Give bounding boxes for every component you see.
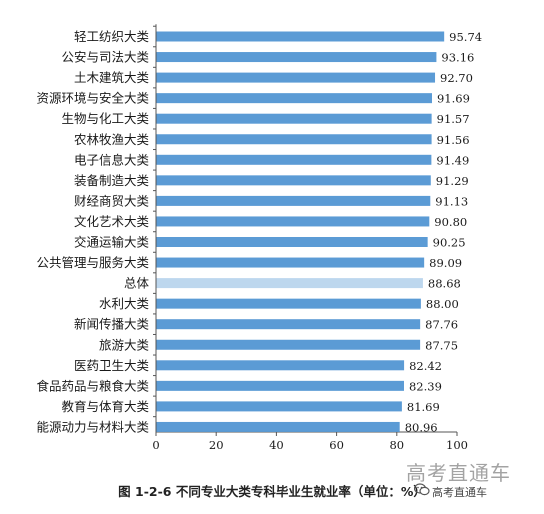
bar-11 — [156, 257, 425, 268]
value-label: 91.49 — [436, 153, 469, 167]
category-label: 农林牧渔大类 — [74, 132, 150, 147]
category-label: 资源环境与安全大类 — [36, 91, 149, 106]
x-tick-label: 40 — [269, 438, 284, 452]
x-tick-label: 20 — [209, 438, 224, 452]
bar-10 — [156, 237, 428, 247]
category-label: 生物与化工大类 — [61, 111, 149, 126]
wechat-icon — [414, 483, 430, 496]
bar-13 — [156, 298, 421, 309]
category-label: 轻工纺织大类 — [74, 29, 150, 44]
bar-9 — [156, 216, 430, 227]
watermark-subtext: 高考直通车 — [432, 486, 487, 499]
category-label: 总体 — [124, 276, 150, 291]
bar-17 — [156, 380, 404, 391]
bar-14 — [156, 319, 421, 330]
category-label: 教育与体育大类 — [61, 399, 149, 414]
value-label: 87.75 — [425, 338, 458, 352]
bar-3 — [156, 93, 432, 104]
bar-1 — [156, 52, 437, 63]
chart-caption: 图 1-2-6 不同专业大类专科毕业生就业率（单位：%） — [118, 484, 426, 499]
category-label: 食品药品与粮食大类 — [36, 378, 149, 393]
bar-4 — [156, 113, 432, 124]
value-label: 90.80 — [434, 215, 467, 229]
category-label: 公共管理与服务大类 — [36, 255, 149, 270]
category-label: 文化艺术大类 — [74, 214, 150, 229]
value-label: 91.57 — [437, 112, 470, 126]
category-label: 水利大类 — [99, 296, 150, 311]
value-label: 82.39 — [409, 379, 442, 393]
bar-18 — [156, 401, 402, 412]
bar-8 — [156, 195, 431, 206]
value-label: 91.29 — [436, 174, 469, 188]
bar-15 — [156, 339, 421, 350]
value-label: 87.76 — [425, 318, 458, 332]
value-label: 81.69 — [407, 400, 440, 414]
x-tick-label: 100 — [446, 438, 468, 452]
bar-5 — [156, 134, 432, 145]
bar-2 — [156, 72, 436, 83]
value-label: 82.42 — [409, 359, 442, 373]
bar-0 — [156, 31, 445, 42]
value-label: 92.70 — [440, 71, 473, 85]
category-label: 电子信息大类 — [74, 152, 150, 167]
x-tick-label: 0 — [152, 438, 159, 452]
value-label: 91.56 — [437, 133, 470, 147]
value-label: 90.25 — [433, 236, 466, 250]
x-tick-label: 80 — [389, 438, 404, 452]
value-label: 91.69 — [437, 92, 470, 106]
bar-12 — [156, 278, 423, 289]
bar-19 — [156, 421, 400, 432]
category-label: 能源动力与材料大类 — [36, 419, 149, 434]
category-label: 医药卫生大类 — [74, 358, 150, 373]
value-label: 93.16 — [441, 51, 474, 65]
value-label: 89.09 — [429, 256, 462, 270]
category-label: 旅游大类 — [99, 337, 150, 352]
bar-7 — [156, 175, 431, 186]
x-tick-label: 60 — [329, 438, 344, 452]
value-label: 88.00 — [426, 297, 459, 311]
category-label: 交通运输大类 — [74, 235, 150, 250]
category-label: 财经商贸大类 — [74, 193, 150, 208]
bar-16 — [156, 360, 405, 371]
category-label: 土木建筑大类 — [74, 70, 150, 85]
value-label: 88.68 — [428, 277, 461, 291]
value-label: 80.96 — [405, 420, 438, 434]
category-label: 新闻传播大类 — [74, 317, 150, 332]
value-label: 95.74 — [449, 30, 482, 44]
category-label: 公安与司法大类 — [61, 50, 149, 65]
watermark-text: 高考直通车 — [406, 461, 511, 485]
value-label: 91.13 — [435, 194, 468, 208]
category-label: 装备制造大类 — [74, 173, 150, 188]
bar-6 — [156, 154, 432, 165]
